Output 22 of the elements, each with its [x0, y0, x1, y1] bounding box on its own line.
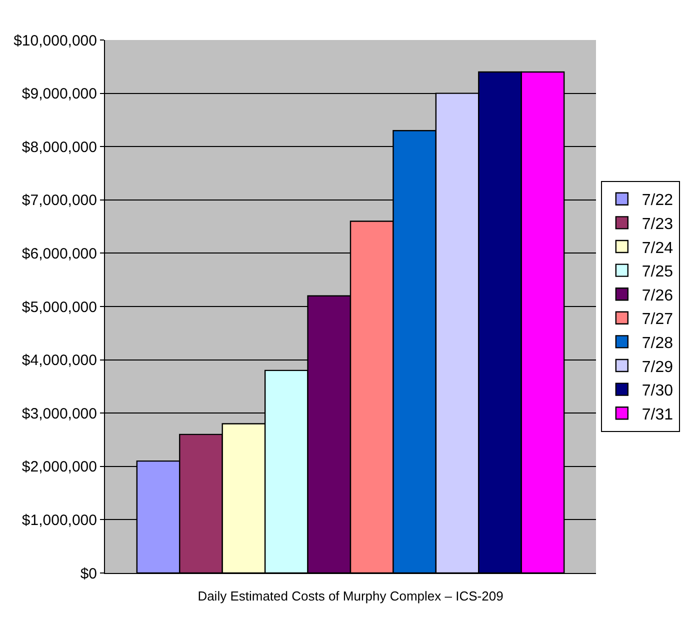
legend-label: 7/24: [642, 240, 674, 257]
y-tick-label: $4,000,000: [22, 352, 97, 370]
y-tick-label: $9,000,000: [22, 86, 97, 103]
y-tick-label: $3,000,000: [22, 405, 97, 422]
y-tick-label: $6,000,000: [22, 245, 97, 262]
legend-label: 7/28: [642, 334, 674, 352]
y-tick-label: $5,000,000: [22, 298, 97, 316]
y-tick-label: $8,000,000: [22, 138, 97, 156]
y-tick-label: $10,000,000: [14, 32, 97, 50]
legend-label: 7/22: [642, 192, 674, 210]
legend-label: 7/25: [642, 264, 674, 281]
y-tick-label: $0: [80, 565, 97, 582]
legend-label: 7/23: [642, 216, 674, 233]
x-axis-title: Daily Estimated Costs of Murphy Complex – ICS-209: [198, 588, 504, 604]
legend-label: 7/27: [642, 311, 674, 328]
y-tick-label: $1,000,000: [22, 512, 97, 529]
y-tick-label: $7,000,000: [22, 192, 97, 210]
legend-label: 7/29: [642, 358, 674, 376]
legend-label: 7/31: [642, 406, 674, 424]
legend-label: 7/30: [642, 382, 674, 400]
legend-label: 7/26: [642, 287, 674, 304]
y-tick-label: $2,000,000: [22, 458, 97, 476]
